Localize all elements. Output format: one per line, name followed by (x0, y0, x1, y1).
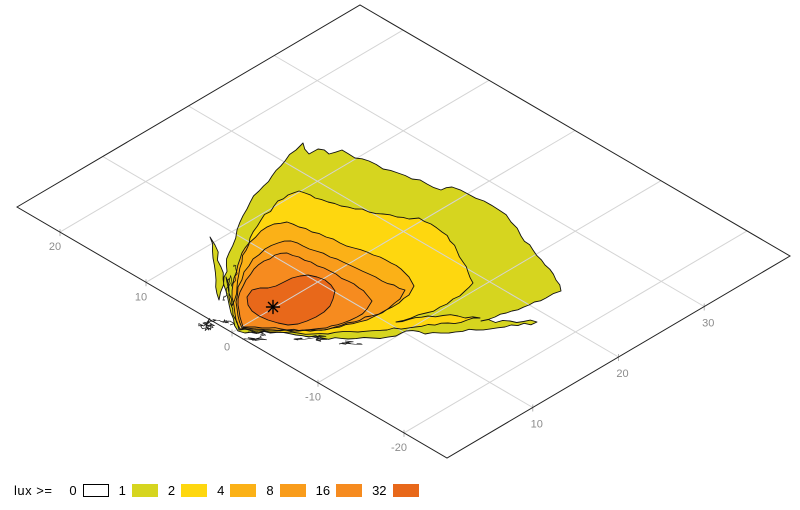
tick-label: 10 (531, 419, 543, 431)
tick-label: -20 (391, 442, 407, 454)
contour-line-8 (235, 240, 406, 332)
tick-label: 20 (616, 368, 628, 380)
contour-line-16 (237, 252, 373, 332)
plot-border (16, 4, 791, 459)
light-position-marker (265, 299, 281, 315)
contour-noise-scribbles (198, 264, 363, 345)
tick-label: 20 (49, 241, 61, 253)
legend-swatch-16 (336, 483, 363, 497)
grid-lines (59, 29, 748, 434)
x-axis-labels: 20 10 0 -10 -20 (49, 241, 407, 454)
legend-swatch-2 (181, 483, 208, 497)
contour-line-1 (209, 142, 562, 340)
legend: lux >= 0 1 2 4 8 16 32 (14, 482, 419, 498)
legend-swatch-8 (279, 483, 306, 497)
legend-prefix-label: lux >= (14, 482, 53, 498)
legend-swatch-4 (230, 483, 257, 497)
legend-level-label-2: 2 (167, 482, 176, 498)
y-axis-labels: 10 20 30 (531, 318, 715, 431)
legend-swatch-1 (131, 483, 158, 497)
legend-level-label-1: 1 (118, 482, 126, 498)
legend-swatch-0 (82, 483, 109, 497)
contour-fill-32 (247, 275, 335, 325)
legend-swatch-32 (392, 483, 419, 497)
contour-line-2 (225, 190, 481, 335)
tick-label: 30 (702, 318, 714, 330)
legend-level-label-4: 4 (217, 482, 225, 498)
tick-label: 10 (135, 291, 147, 303)
legend-level-label-8: 8 (266, 482, 274, 498)
legend-level-label-0: 0 (69, 482, 77, 498)
legend-level-label-16: 16 (315, 482, 331, 498)
legend-level-label-32: 32 (372, 482, 387, 498)
tick-label: -10 (305, 392, 321, 404)
contour-line-32 (246, 274, 336, 326)
tick-label: 0 (224, 342, 230, 354)
